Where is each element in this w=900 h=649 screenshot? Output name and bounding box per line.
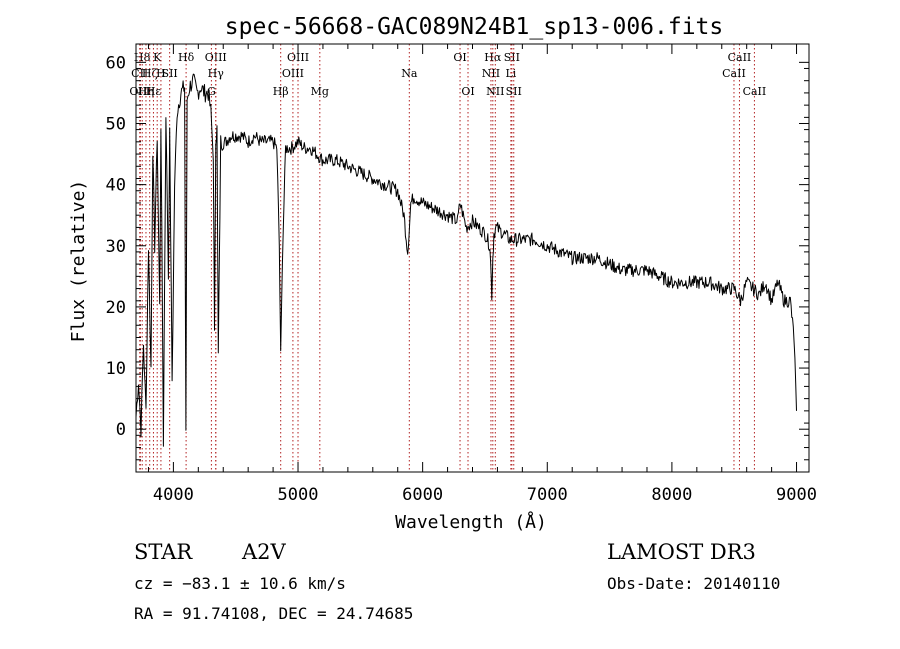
plot-frame bbox=[135, 43, 810, 473]
obs-date: Obs-Date: 20140110 bbox=[607, 574, 781, 593]
coordinates: RA = 91.74108, DEC = 24.74685 bbox=[134, 604, 414, 623]
redshift-line: cz = −83.1 ± 10.6 km/s bbox=[134, 574, 346, 593]
series-flux bbox=[135, 73, 797, 447]
chart-title: spec-56668-GAC089N24B1_sp13-006.fits bbox=[225, 14, 724, 40]
line-marker-label: Li bbox=[505, 67, 516, 80]
line-marker-label: H bbox=[156, 67, 166, 80]
y-tick-label: 30 bbox=[106, 237, 126, 257]
y-tick-label: 0 bbox=[116, 420, 126, 440]
line-marker-label: NII bbox=[482, 67, 500, 80]
y-tick-label: 10 bbox=[106, 359, 126, 379]
line-marker-label: Hε bbox=[146, 85, 162, 98]
line-marker-label: CaII bbox=[722, 67, 746, 80]
axis-ticks: 4000 5000 6000 7000 8000 9000 0 10 20 30 40 50 60 bbox=[106, 44, 817, 505]
x-tick-label: 4000 bbox=[153, 485, 194, 505]
series-layer bbox=[135, 73, 797, 447]
line-marker-label: SII bbox=[504, 51, 520, 64]
line-marker-label: G bbox=[207, 85, 216, 98]
line-marker-label: SII bbox=[162, 67, 178, 80]
y-tick-label: 60 bbox=[106, 53, 126, 73]
x-tick-label: 7000 bbox=[527, 485, 568, 505]
line-marker-label: Hα bbox=[484, 51, 502, 64]
x-axis-label: Wavelength (Å) bbox=[395, 511, 547, 533]
line-marker-label: OI bbox=[453, 51, 466, 64]
line-marker-label: CII bbox=[131, 67, 148, 80]
line-marker-label: Hγ bbox=[208, 67, 225, 80]
line-marker-label: SII bbox=[506, 85, 522, 98]
line-marker-label: CaII bbox=[743, 85, 767, 98]
x-tick-label: 6000 bbox=[402, 485, 443, 505]
y-tick-label: 50 bbox=[106, 114, 126, 134]
object-subclass: A2V bbox=[242, 540, 286, 564]
line-marker-label: CaII bbox=[728, 51, 752, 64]
y-axis-label: Flux (relative) bbox=[68, 180, 89, 343]
y-tick-label: 20 bbox=[106, 298, 126, 318]
x-tick-label: 9000 bbox=[776, 485, 817, 505]
x-tick-label: 8000 bbox=[651, 485, 692, 505]
line-marker-label: K bbox=[153, 51, 162, 64]
line-marker-label: NII bbox=[486, 85, 504, 98]
line-marker-label: Hβ bbox=[273, 85, 289, 98]
line-marker-label: Mg bbox=[311, 85, 329, 98]
line-marker-label: Na bbox=[401, 67, 418, 80]
x-tick-label: 5000 bbox=[278, 485, 319, 505]
line-marker-label: Hδ bbox=[178, 51, 195, 64]
object-class: STAR bbox=[134, 540, 193, 564]
line-marker-label: OI bbox=[461, 85, 474, 98]
line-marker-label: OIII bbox=[282, 67, 304, 80]
survey-name: LAMOST DR3 bbox=[607, 540, 756, 564]
y-tick-label: 40 bbox=[106, 176, 126, 196]
